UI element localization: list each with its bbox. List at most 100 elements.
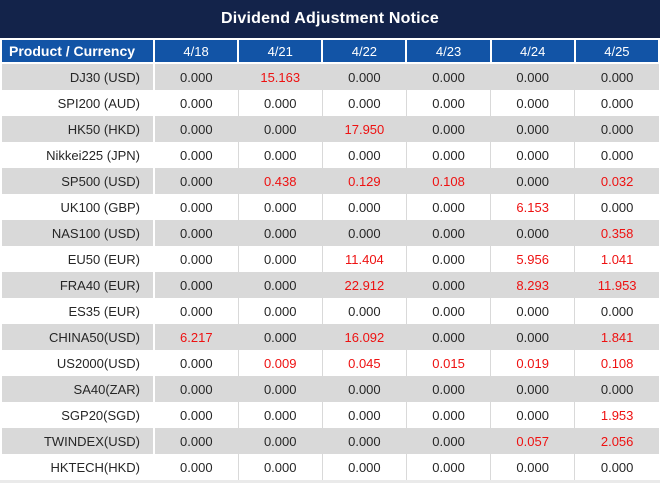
product-cell: ES35 (EUR) xyxy=(0,298,155,324)
product-cell: UK100 (GBP) xyxy=(0,194,155,220)
value-cell: 0.000 xyxy=(321,194,407,220)
table-row: HK50 (HKD) 0.000 0.000 17.950 0.000 0.000 0.00… xyxy=(0,116,659,142)
product-cell: HKTECH(HKD) xyxy=(0,454,155,480)
value-cell: 22.912 xyxy=(321,272,407,298)
value-cell: 0.000 xyxy=(321,142,407,168)
product-cell: CHINA50(USD) xyxy=(0,324,155,350)
value-cell: 6.153 xyxy=(490,194,575,220)
table-row: ES35 (EUR) 0.000 0.000 0.000 0.000 0.000 0.000 xyxy=(0,298,659,324)
value-cell: 0.015 xyxy=(405,350,491,376)
value-cell: 0.000 xyxy=(574,194,659,220)
value-cell: 0.000 xyxy=(153,90,239,116)
table-row: SGP20(SGD) 0.000 0.000 0.000 0.000 0.000 1.953 xyxy=(0,402,659,428)
value-cell: 0.000 xyxy=(490,116,575,142)
value-cell: 15.163 xyxy=(237,63,323,90)
product-cell: Nikkei225 (JPN) xyxy=(0,142,155,168)
value-cell: 0.000 xyxy=(321,90,407,116)
table-header-row: Product / Currency 4/18 4/21 4/22 4/23 4/24 4… xyxy=(0,38,660,64)
value-cell: 0.000 xyxy=(405,194,491,220)
table-row: HKTECH(HKD) 0.000 0.000 0.000 0.000 0.000 0.00… xyxy=(0,454,659,480)
value-cell: 0.000 xyxy=(153,194,239,220)
product-cell: US2000(USD) xyxy=(0,350,155,376)
value-cell: 0.000 xyxy=(153,272,239,298)
value-cell: 0.000 xyxy=(490,402,575,428)
value-cell: 0.000 xyxy=(405,428,491,454)
table-row: UK100 (GBP) 0.000 0.000 0.000 0.000 6.153 0.00… xyxy=(0,194,659,220)
value-cell: 0.000 xyxy=(237,324,323,350)
table-row: SP500 (USD) 0.000 0.438 0.129 0.108 0.000 0.03… xyxy=(0,168,659,194)
value-cell: 0.000 xyxy=(490,142,575,168)
value-cell: 0.000 xyxy=(153,168,239,194)
value-cell: 11.953 xyxy=(574,272,659,298)
table-row: EU50 (EUR) 0.000 0.000 11.404 0.000 5.956 1.04… xyxy=(0,246,659,272)
value-cell: 0.000 xyxy=(490,454,575,480)
product-cell: SP500 (USD) xyxy=(0,168,155,194)
value-cell: 0.000 xyxy=(574,142,659,168)
value-cell: 0.000 xyxy=(321,402,407,428)
value-cell: 0.000 xyxy=(153,298,239,324)
value-cell: 0.358 xyxy=(574,220,659,246)
value-cell: 0.000 xyxy=(153,428,239,454)
product-cell: DJ30 (USD) xyxy=(0,63,155,90)
date-header: 4/25 xyxy=(573,38,660,64)
date-header: 4/21 xyxy=(237,38,324,64)
date-header: 4/23 xyxy=(405,38,492,64)
product-cell: NAS100 (USD) xyxy=(0,220,155,246)
value-cell: 0.108 xyxy=(574,350,659,376)
value-cell: 0.000 xyxy=(237,402,323,428)
product-cell: SA40(ZAR) xyxy=(0,376,155,402)
value-cell: 0.000 xyxy=(237,142,323,168)
table-row: DJ30 (USD) 0.000 15.163 0.000 0.000 0.000 0.00… xyxy=(0,63,659,90)
page-title: Dividend Adjustment Notice xyxy=(221,10,439,27)
value-cell: 0.000 xyxy=(490,220,575,246)
table-row: US2000(USD) 0.000 0.009 0.045 0.015 0.019 0.10… xyxy=(0,350,659,376)
table-row: TWINDEX(USD) 0.000 0.000 0.000 0.000 0.057 2.0… xyxy=(0,428,659,454)
value-cell: 0.000 xyxy=(405,220,491,246)
table-row: SPI200 (AUD) 0.000 0.000 0.000 0.000 0.000 0.0… xyxy=(0,90,659,116)
value-cell: 11.404 xyxy=(321,246,407,272)
table-row: FRA40 (EUR) 0.000 0.000 22.912 0.000 8.293 11.… xyxy=(0,272,659,298)
value-cell: 6.217 xyxy=(153,324,239,350)
value-cell: 0.000 xyxy=(490,168,575,194)
product-currency-header: Product / Currency xyxy=(0,38,155,64)
value-cell: 0.009 xyxy=(237,350,323,376)
value-cell: 0.000 xyxy=(405,116,491,142)
value-cell: 0.000 xyxy=(321,220,407,246)
value-cell: 0.057 xyxy=(490,428,575,454)
value-cell: 0.000 xyxy=(574,116,659,142)
table-row: CHINA50(USD) 6.217 0.000 16.092 0.000 0.000 1.… xyxy=(0,324,659,350)
table-row: Nikkei225 (JPN) 0.000 0.000 0.000 0.000 0.000… xyxy=(0,142,659,168)
value-cell: 8.293 xyxy=(490,272,575,298)
value-cell: 0.000 xyxy=(153,142,239,168)
product-cell: SGP20(SGD) xyxy=(0,402,155,428)
value-cell: 0.000 xyxy=(153,350,239,376)
value-cell: 0.000 xyxy=(237,298,323,324)
value-cell: 0.000 xyxy=(237,454,323,480)
dividend-table: Product / Currency 4/18 4/21 4/22 4/23 4/24 4… xyxy=(0,38,660,480)
value-cell: 0.000 xyxy=(574,454,659,480)
value-cell: 0.000 xyxy=(574,63,659,90)
value-cell: 1.953 xyxy=(574,402,659,428)
value-cell: 0.000 xyxy=(405,142,491,168)
value-cell: 0.000 xyxy=(405,402,491,428)
product-cell: SPI200 (AUD) xyxy=(0,90,155,116)
value-cell: 0.000 xyxy=(490,298,575,324)
value-cell: 0.000 xyxy=(405,454,491,480)
value-cell: 0.000 xyxy=(321,376,407,402)
product-cell: HK50 (HKD) xyxy=(0,116,155,142)
value-cell: 0.129 xyxy=(321,168,407,194)
table-row: SA40(ZAR) 0.000 0.000 0.000 0.000 0.000 0.000 xyxy=(0,376,659,402)
value-cell: 0.019 xyxy=(490,350,575,376)
value-cell: 0.000 xyxy=(153,454,239,480)
value-cell: 0.000 xyxy=(490,376,575,402)
value-cell: 0.045 xyxy=(321,350,407,376)
value-cell: 0.000 xyxy=(321,298,407,324)
value-cell: 16.092 xyxy=(321,324,407,350)
value-cell: 0.000 xyxy=(237,272,323,298)
value-cell: 0.000 xyxy=(574,90,659,116)
product-cell: EU50 (EUR) xyxy=(0,246,155,272)
value-cell: 0.000 xyxy=(405,272,491,298)
value-cell: 0.000 xyxy=(490,63,575,90)
value-cell: 0.000 xyxy=(153,220,239,246)
value-cell: 0.000 xyxy=(237,116,323,142)
